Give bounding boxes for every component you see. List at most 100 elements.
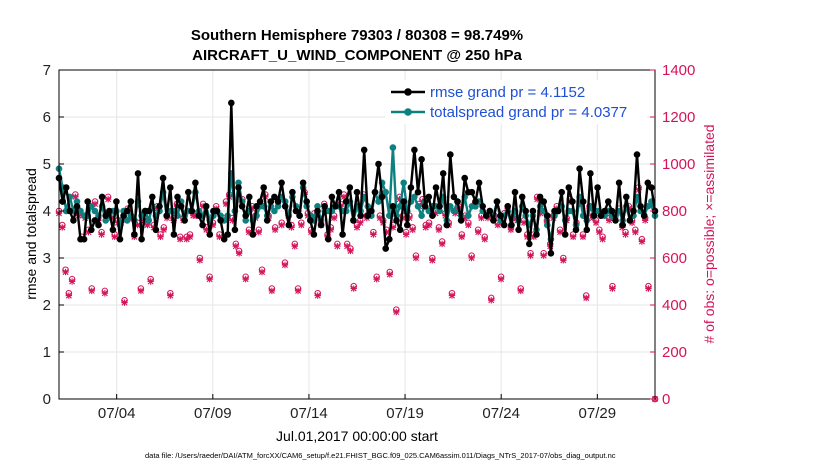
rmse-point (468, 188, 476, 196)
rmse-point (185, 188, 192, 196)
obs-assimilated-marker (137, 287, 145, 295)
rmse-point (303, 198, 311, 205)
y-tick-label-left: 3 (43, 250, 51, 267)
obs-assimilated-marker (520, 219, 528, 226)
rmse-point (404, 221, 411, 229)
rmse-point (382, 245, 390, 252)
rmse-point (587, 170, 594, 177)
rmse-point (547, 250, 555, 257)
totalspread-point (274, 203, 282, 210)
rmse-point (529, 207, 537, 215)
rmse-point (594, 184, 601, 191)
rmse-point (224, 231, 231, 238)
obs-assimilated-marker (609, 285, 616, 292)
rmse-point (256, 198, 264, 205)
y-tick-label-left: 4 (43, 203, 51, 220)
rmse-point (159, 174, 167, 182)
obs-assimilated-marker (599, 236, 606, 243)
x-tick-label: 07/29 (579, 405, 617, 422)
obs-assimilated-marker (458, 233, 465, 241)
rmse-point (274, 198, 282, 205)
obs-assimilated-marker (91, 200, 99, 208)
rmse-point (640, 212, 648, 219)
obs-assimilated-marker (229, 217, 236, 224)
rmse-point (569, 198, 576, 205)
obs-assimilated-marker (271, 226, 279, 233)
totalspread-point (102, 217, 109, 224)
rmse-point (558, 188, 565, 196)
rmse-point (443, 221, 451, 229)
rmse-point (242, 212, 249, 219)
rmse-point (292, 207, 300, 215)
obs-assimilated-marker (186, 233, 194, 241)
totalspread-point (400, 179, 408, 187)
rmse-point (95, 221, 102, 229)
obs-assimilated-marker (645, 285, 652, 292)
data-file-footnote: data file: /Users/raeder/DAI/ATM_forcXX/… (145, 451, 616, 460)
obs-assimilated-marker (386, 271, 393, 278)
y-tick-label-right: 1200 (662, 109, 695, 126)
rmse-point (339, 231, 346, 238)
rmse-point (393, 217, 400, 224)
rmse-point (612, 217, 619, 224)
obs-assimilated-marker (298, 221, 305, 229)
obs-assimilated-marker (222, 200, 230, 208)
rmse-point (278, 179, 285, 187)
rmse-point (321, 203, 329, 210)
rmse-point (439, 170, 447, 177)
rmse-point (220, 235, 228, 243)
rmse-point (123, 207, 131, 215)
rmse-point (450, 193, 458, 201)
obs-assimilated-marker (579, 233, 587, 241)
rmse-point (511, 188, 519, 196)
obs-assimilated-marker (307, 228, 315, 236)
obs-assimilated-marker (399, 214, 407, 222)
rmse-point (106, 207, 113, 215)
rmse-point (342, 198, 350, 205)
x-tick-label: 07/09 (194, 405, 232, 422)
obs-assimilated-marker (206, 275, 213, 283)
rmse-point (167, 184, 174, 191)
rmse-point (181, 217, 188, 224)
rmse-point (497, 212, 504, 219)
rmse-point (447, 151, 454, 158)
rmse-point (88, 226, 95, 234)
rmse-point (526, 240, 533, 248)
obs-assimilated-marker (448, 292, 456, 299)
x-tick-label: 07/14 (290, 405, 328, 422)
obs-assimilated-marker (435, 226, 443, 233)
totalspread-point (73, 198, 81, 205)
rmse-point (429, 212, 436, 219)
rmse-point (138, 235, 145, 243)
obs-assimilated-marker (474, 228, 482, 236)
rmse-point (263, 217, 271, 224)
rmse-point (597, 212, 605, 219)
rmse-point (328, 193, 336, 201)
rmse-point (213, 207, 221, 215)
obs-assimilated-marker (340, 193, 348, 201)
obs-assimilated-marker (104, 196, 112, 203)
rmse-point (633, 151, 641, 158)
obs-assimilated-marker (524, 233, 531, 241)
obs-assimilated-marker (196, 257, 204, 264)
rmse-point (253, 203, 260, 210)
x-tick-label: 07/04 (98, 405, 136, 422)
y-axis-label-left: rmse and totalspread (23, 168, 39, 300)
obs-assimilated-marker (527, 252, 534, 259)
obs-assimilated-marker (209, 221, 217, 229)
rmse-point (619, 221, 626, 229)
obs-assimilated-marker (507, 226, 515, 233)
obs-assimilated-marker (65, 292, 73, 299)
chart-title-line1: Southern Hemisphere 79303 / 80308 = 98.7… (191, 27, 523, 44)
obs-assimilated-marker (560, 257, 567, 264)
rmse-point (231, 226, 239, 234)
rmse-point (350, 217, 357, 224)
rmse-line (57, 101, 657, 255)
obs-assimilated-marker (327, 226, 335, 233)
legend-box (385, 80, 647, 124)
y-tick-label-right: 1000 (662, 156, 695, 173)
x-tick-label: 07/24 (482, 405, 520, 422)
obs-assimilated-marker (533, 196, 541, 203)
obs-assimilated-marker (101, 290, 109, 297)
rmse-point (368, 207, 375, 215)
